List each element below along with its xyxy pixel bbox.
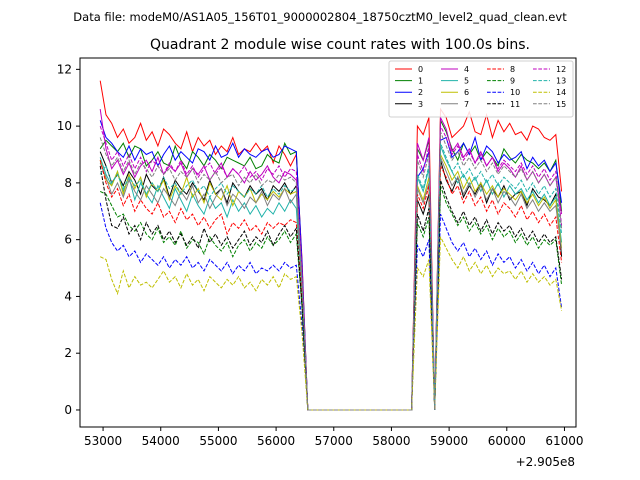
y-tick-label: 10 (57, 119, 72, 133)
legend-label-4: 4 (464, 65, 469, 74)
series-line-4 (99, 109, 563, 411)
legend-label-2: 2 (418, 88, 423, 97)
series-line-9 (99, 185, 563, 411)
chart-title: Quadrant 2 module wise count rates with … (150, 37, 530, 53)
series-line-15 (99, 131, 563, 411)
x-tick-label: 54000 (142, 434, 180, 448)
legend-box (388, 60, 574, 118)
axes-frame (79, 57, 577, 428)
data-file-suptitle: Data file: modeM0/AS1A05_156T01_90000028… (73, 10, 567, 24)
y-axis: 0 2 4 6 8 10 12 (57, 62, 80, 417)
y-tick-label: 12 (57, 62, 72, 76)
legend-label-8: 8 (510, 65, 515, 74)
series-line-11 (99, 165, 563, 411)
x-tick-label: 61000 (545, 434, 583, 448)
legend-label-0: 0 (418, 65, 423, 74)
x-tick-label: 53000 (84, 434, 122, 448)
series-line-10 (99, 202, 563, 411)
series-line-3 (99, 151, 563, 411)
x-tick-label: 57000 (315, 434, 353, 448)
plot-lines (99, 80, 563, 411)
legend-label-13: 13 (556, 77, 566, 86)
legend-label-12: 12 (556, 65, 566, 74)
series-line-0 (99, 80, 563, 411)
series-line-14 (99, 236, 563, 411)
legend-label-3: 3 (418, 100, 423, 109)
x-tick-label: 58000 (372, 434, 410, 448)
x-axis: 53000 54000 55000 56000 57000 58000 59000 60000… (84, 427, 584, 448)
x-offset-label: +2.905e8 (516, 455, 575, 469)
legend-label-11: 11 (510, 100, 520, 109)
legend-label-15: 15 (556, 100, 566, 109)
legend-label-14: 14 (556, 88, 566, 97)
series-line-12 (99, 125, 563, 411)
legend-label-1: 1 (418, 77, 423, 86)
x-tick-label: 55000 (199, 434, 237, 448)
legend-label-10: 10 (510, 88, 520, 97)
x-tick-label: 56000 (257, 434, 295, 448)
x-tick-label: 59000 (430, 434, 468, 448)
y-tick-label: 4 (64, 289, 72, 303)
legend-label-6: 6 (464, 88, 469, 97)
y-tick-label: 6 (64, 233, 72, 247)
legend-label-7: 7 (464, 100, 469, 109)
legend-label-5: 5 (464, 77, 469, 86)
y-tick-label: 2 (64, 346, 72, 360)
x-tick-label: 60000 (488, 434, 526, 448)
y-tick-label: 0 (64, 403, 72, 417)
legend-label-9: 9 (510, 77, 515, 86)
y-tick-label: 8 (64, 176, 72, 190)
